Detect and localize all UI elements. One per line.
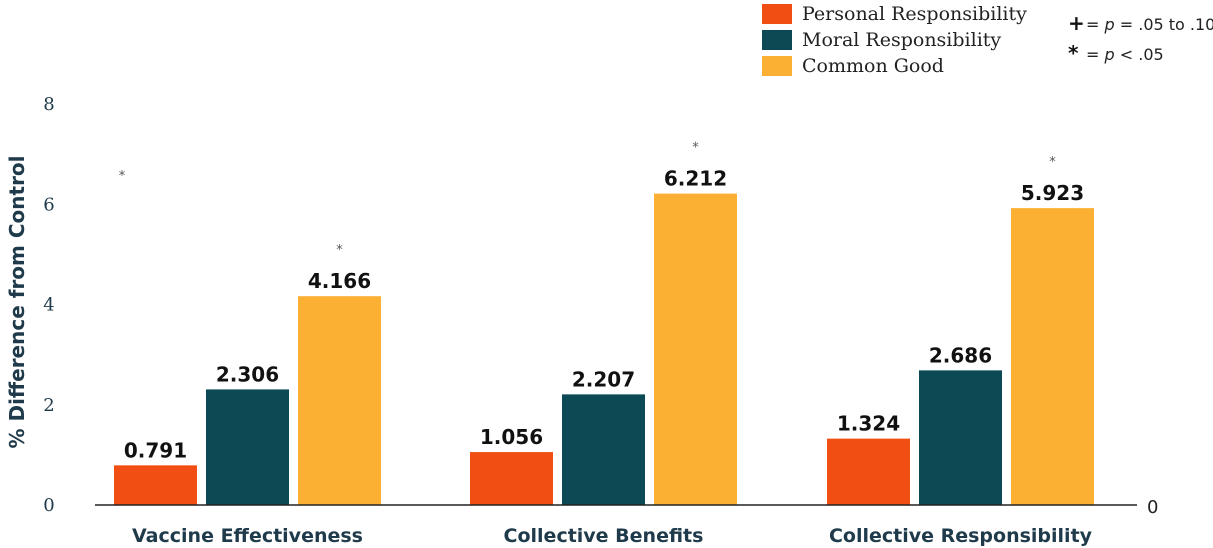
significance-key: + = p = .05 to .10 * = p < .05	[1068, 11, 1213, 65]
bar	[919, 370, 1002, 505]
bar	[206, 389, 289, 505]
significance-mark: *	[336, 243, 343, 258]
significance-key-text: = p = .05 to .10	[1086, 15, 1213, 34]
bar	[470, 452, 553, 505]
data-label: 2.686	[929, 343, 992, 367]
data-label: 0.791	[124, 438, 187, 462]
bars: 0.791 2.306 4.166 1.056 2.207 6.212 1.324 2.686…	[114, 141, 1094, 505]
bar	[654, 193, 737, 505]
data-label: 4.166	[308, 269, 371, 293]
x-category-label: Vaccine Effectiveness	[132, 525, 363, 547]
x-axis: Vaccine Effectiveness Collective Benefits…	[95, 504, 1137, 547]
legend-label: Personal Responsibility	[802, 3, 1027, 25]
significance-mark: *	[692, 141, 699, 156]
legend-label: Common Good	[802, 55, 944, 77]
legend-swatch	[762, 56, 792, 76]
data-label: 2.306	[216, 362, 279, 386]
y-tick-label: 2	[43, 395, 54, 416]
legend: Personal Responsibility Moral Responsibil…	[762, 3, 1027, 77]
bar	[298, 296, 381, 505]
y-tick-label: 6	[43, 194, 54, 215]
data-label: 2.207	[572, 367, 635, 391]
bar	[562, 394, 645, 505]
y-axis: 0 2 4 6 8	[43, 94, 54, 516]
data-label: 1.056	[480, 425, 543, 449]
right-axis-tick: 0	[1147, 497, 1158, 518]
bar	[114, 465, 197, 505]
bar	[827, 438, 910, 505]
x-category-label: Collective Benefits	[504, 525, 704, 547]
significance-mark: *	[1049, 155, 1056, 170]
data-label: 6.212	[664, 167, 727, 191]
legend-swatch	[762, 4, 792, 24]
bar	[1011, 208, 1094, 505]
legend-swatch	[762, 30, 792, 50]
y-tick-label: 8	[43, 94, 54, 115]
legend-label: Moral Responsibility	[802, 29, 1001, 51]
data-label: 1.324	[837, 412, 900, 436]
x-category-label: Collective Responsibility	[829, 525, 1093, 547]
data-label: 5.923	[1021, 181, 1084, 205]
significance-key-symbol: *	[1068, 41, 1079, 65]
significance-key-text: = p < .05	[1086, 45, 1164, 64]
y-axis-title: % Difference from Control	[5, 155, 29, 448]
y-tick-label: 4	[43, 295, 54, 316]
significance-mark: *	[119, 169, 126, 184]
significance-key-symbol: +	[1068, 11, 1085, 35]
y-tick-label: 0	[43, 495, 54, 516]
